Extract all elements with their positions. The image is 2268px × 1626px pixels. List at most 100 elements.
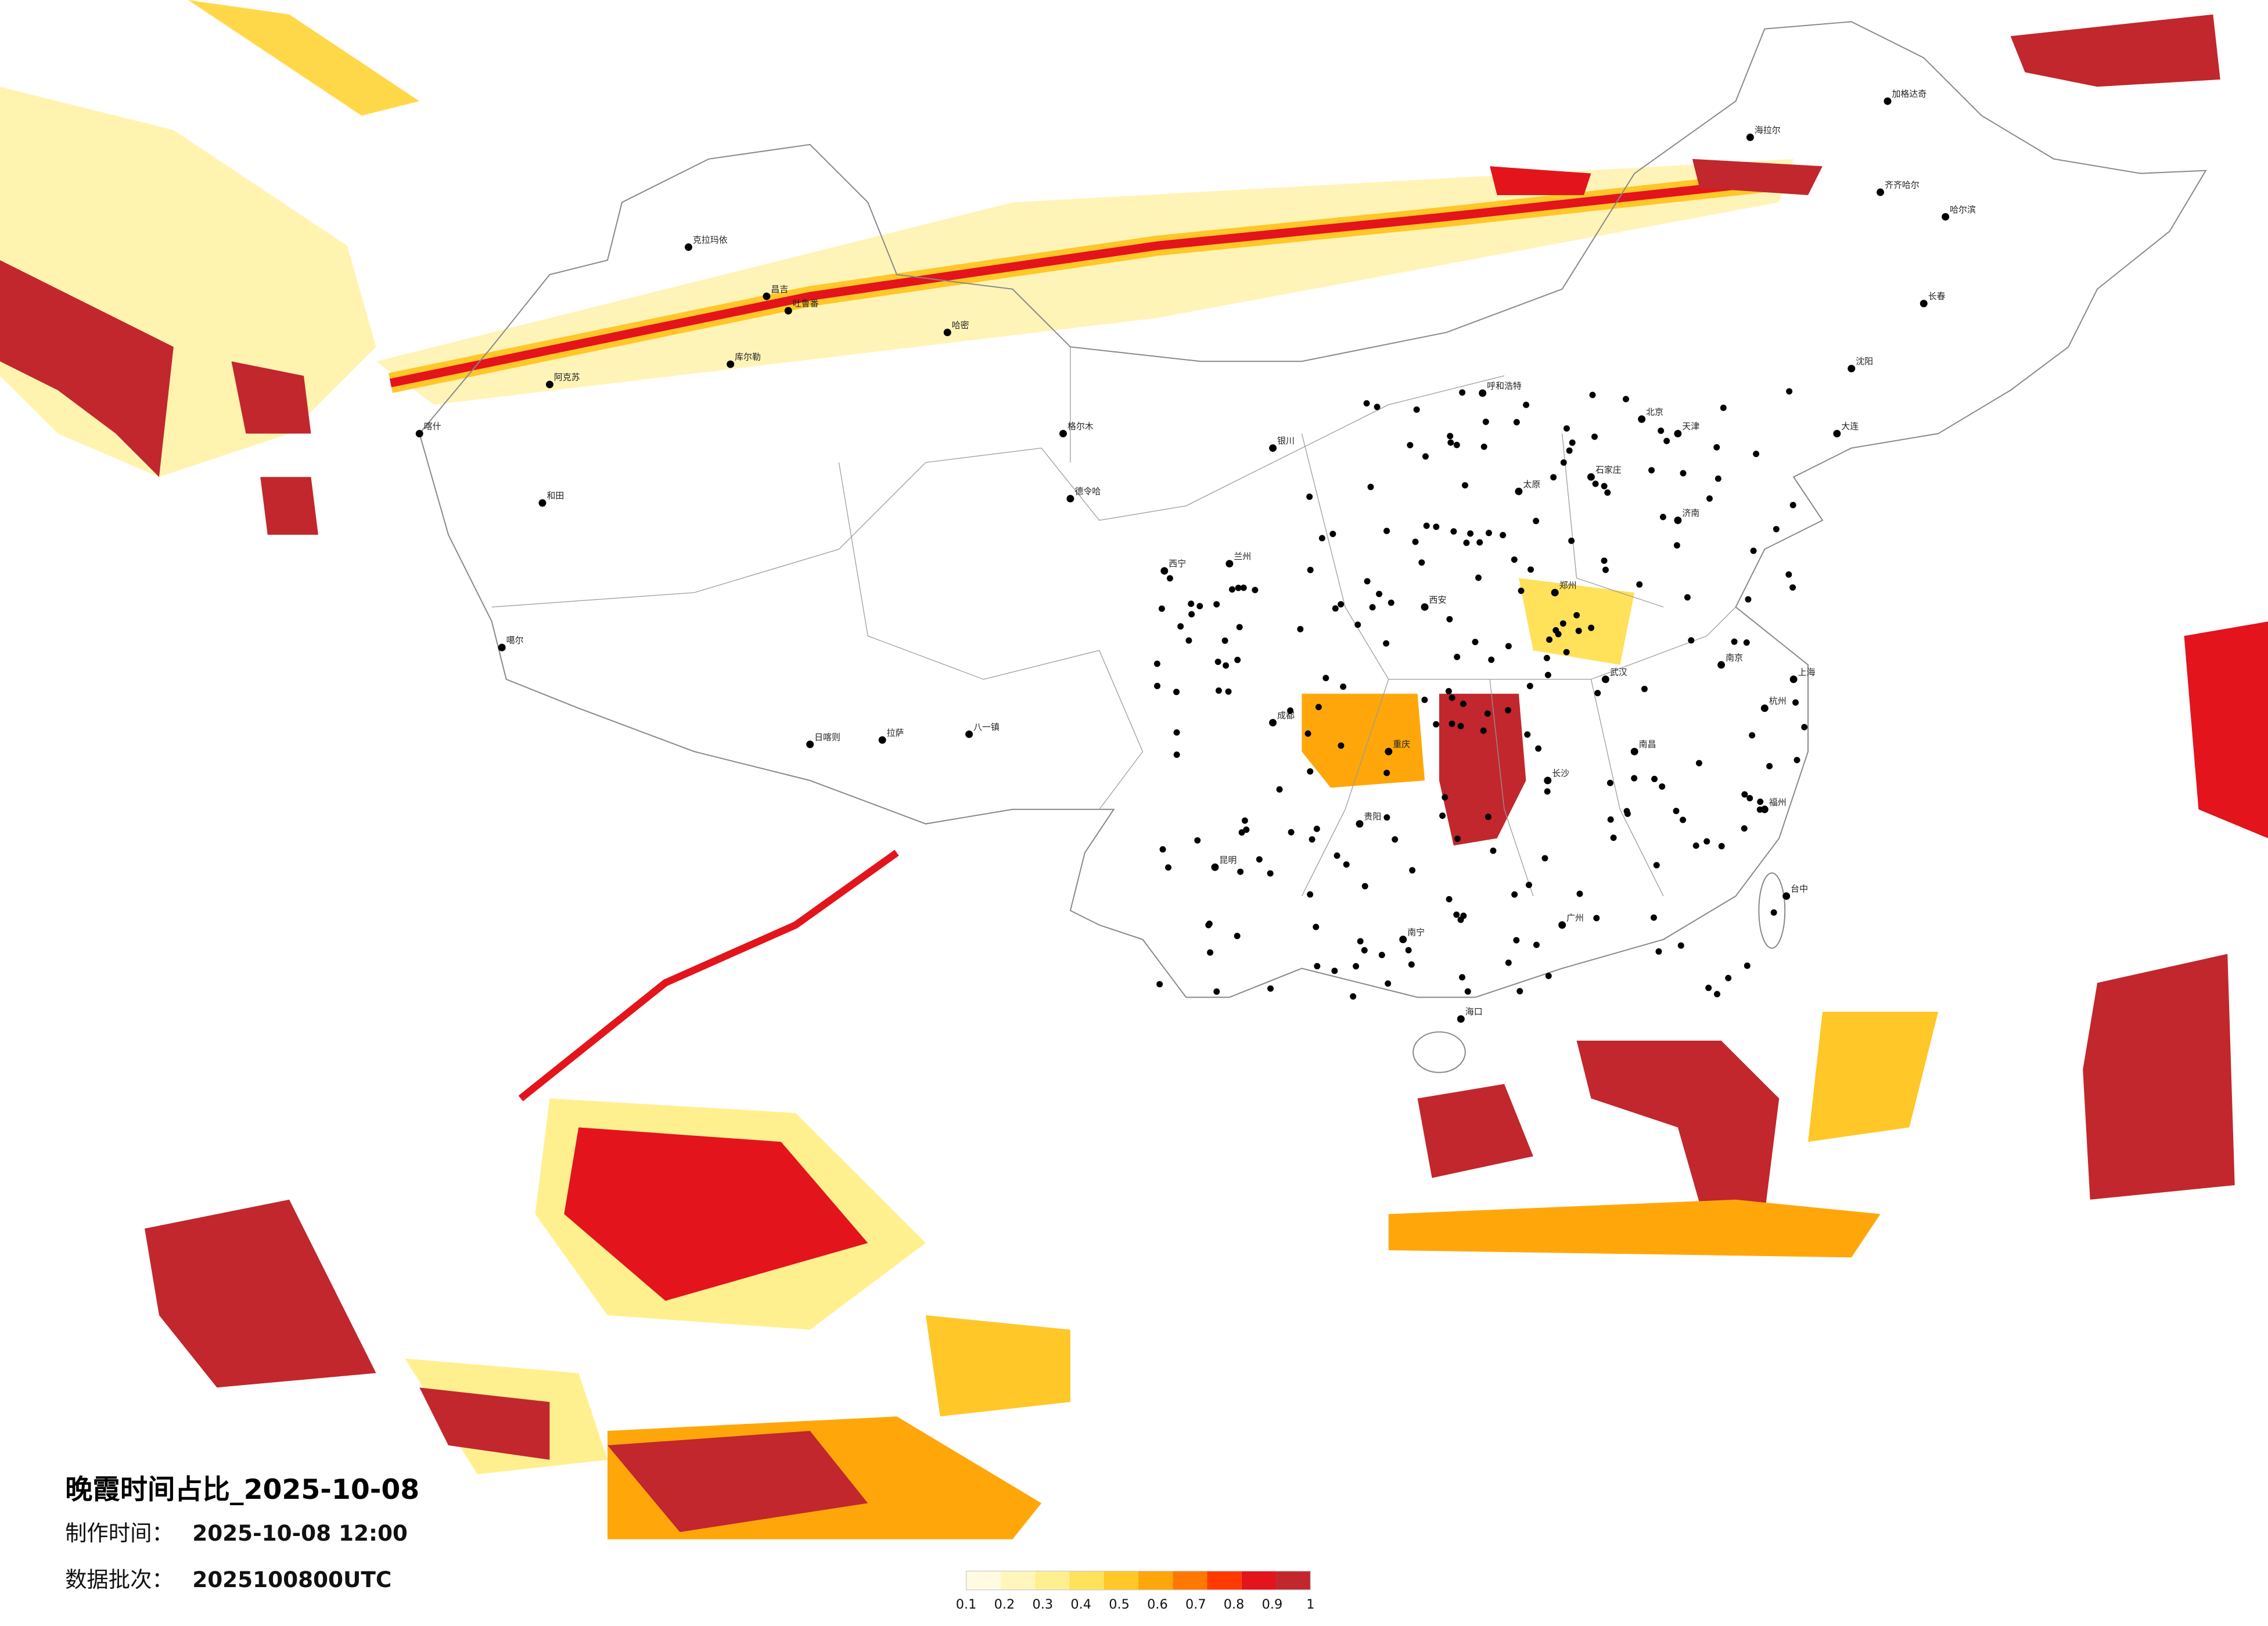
station-dot [1770, 909, 1777, 916]
city-dot [1385, 747, 1393, 756]
station-dot [1376, 591, 1383, 598]
info-value: 2025-10-08 12:00 [192, 1520, 408, 1546]
city-label: 噶尔 [506, 635, 524, 646]
city-label: 北京 [1646, 406, 1663, 417]
city-dot [806, 740, 814, 749]
station-dot [1518, 587, 1525, 594]
station-dot [1592, 480, 1599, 487]
station-dot [1459, 974, 1465, 981]
station-dot [1369, 604, 1376, 611]
heat-area [1692, 159, 1823, 195]
station-dot [1433, 721, 1440, 728]
station-dot [1786, 388, 1793, 395]
station-dot [1741, 791, 1748, 798]
station-dot [1388, 599, 1394, 606]
station-dot [1194, 837, 1201, 844]
station-dot [1357, 938, 1364, 945]
heat-band [518, 850, 899, 1102]
station-dot [1756, 806, 1763, 813]
station-dot [1568, 537, 1575, 544]
station-dot [1412, 538, 1419, 545]
city-dot [1479, 389, 1487, 397]
station-dot [1610, 834, 1617, 841]
city-dot [1848, 365, 1856, 373]
station-dot [1314, 963, 1321, 970]
city-dot [1674, 516, 1682, 524]
legend-tick-label: 0.4 [1070, 1597, 1091, 1612]
heat-area [1388, 1199, 1881, 1258]
city-dot [1760, 805, 1769, 814]
station-dot [1354, 621, 1361, 628]
station-dot [1650, 914, 1657, 921]
station-dot [1766, 762, 1773, 769]
station-dot [1334, 852, 1340, 859]
station-dot [1757, 798, 1764, 805]
station-dot [1482, 418, 1489, 425]
city-label: 台中 [1791, 884, 1808, 894]
station-dot [1353, 963, 1360, 970]
station-dot [1159, 846, 1166, 853]
heat-area [188, 0, 420, 116]
province-border [491, 347, 1736, 897]
station-dot [1655, 948, 1662, 955]
city-dot [878, 736, 886, 744]
station-dot [1306, 493, 1313, 500]
station-dot [1559, 620, 1566, 627]
country-border [419, 21, 2207, 998]
station-dot [1511, 891, 1518, 898]
station-dot [1706, 495, 1713, 502]
station-dot [1188, 611, 1195, 618]
station-dot [1673, 542, 1680, 549]
legend-tick-label: 0.9 [1262, 1597, 1283, 1612]
city-label: 郑州 [1559, 580, 1577, 591]
station-dot [1331, 967, 1338, 974]
heat-band [389, 176, 1780, 387]
station-dot [1793, 757, 1800, 764]
map-title: 晚霞时间占比_2025-10-08 [65, 1474, 419, 1506]
station-dot [1684, 594, 1691, 601]
station-dot [1476, 539, 1483, 546]
heat-area [925, 1315, 1070, 1417]
station-dot [1236, 624, 1243, 631]
station-dot [1453, 441, 1460, 448]
station-dot [1533, 941, 1540, 948]
legend-swatch [1276, 1571, 1311, 1590]
city-dot [415, 430, 423, 438]
city-label: 八一镇 [973, 722, 1000, 732]
city-label: 日喀则 [814, 732, 840, 742]
station-dot [1593, 915, 1600, 922]
station-dot [1785, 571, 1792, 578]
legend-tick-label: 0.6 [1147, 1597, 1168, 1612]
station-dot [1513, 419, 1520, 426]
station-dot [1307, 768, 1314, 775]
station-dot [1490, 847, 1497, 854]
station-dot [1648, 467, 1655, 474]
station-dot [1472, 638, 1479, 645]
station-dot [1237, 868, 1244, 875]
station-dot [1594, 689, 1601, 696]
city-dot [1638, 415, 1646, 423]
city-label: 哈密 [952, 320, 969, 330]
heat-area [2010, 14, 2220, 87]
legend-swatch [1104, 1571, 1138, 1590]
station-dot [1544, 788, 1551, 795]
station-dot [1673, 807, 1680, 814]
station-dot [1241, 817, 1248, 824]
station-dot [1433, 523, 1440, 530]
city-dot [1587, 473, 1595, 481]
station-dot [1256, 856, 1263, 863]
station-dot [1792, 699, 1799, 706]
station-dot [1318, 535, 1325, 542]
station-dot [1725, 974, 1732, 981]
station-dot [1789, 502, 1796, 509]
legend-tick-label: 0.5 [1109, 1597, 1130, 1612]
city-dot [763, 292, 771, 300]
city-dot [784, 307, 792, 315]
station-dot [1307, 891, 1314, 898]
station-dot [1743, 639, 1750, 646]
station-dot [1343, 861, 1350, 868]
station-dot [1156, 981, 1163, 988]
station-dot [1516, 988, 1523, 995]
station-dot [1680, 470, 1687, 477]
station-dot [1744, 962, 1751, 969]
